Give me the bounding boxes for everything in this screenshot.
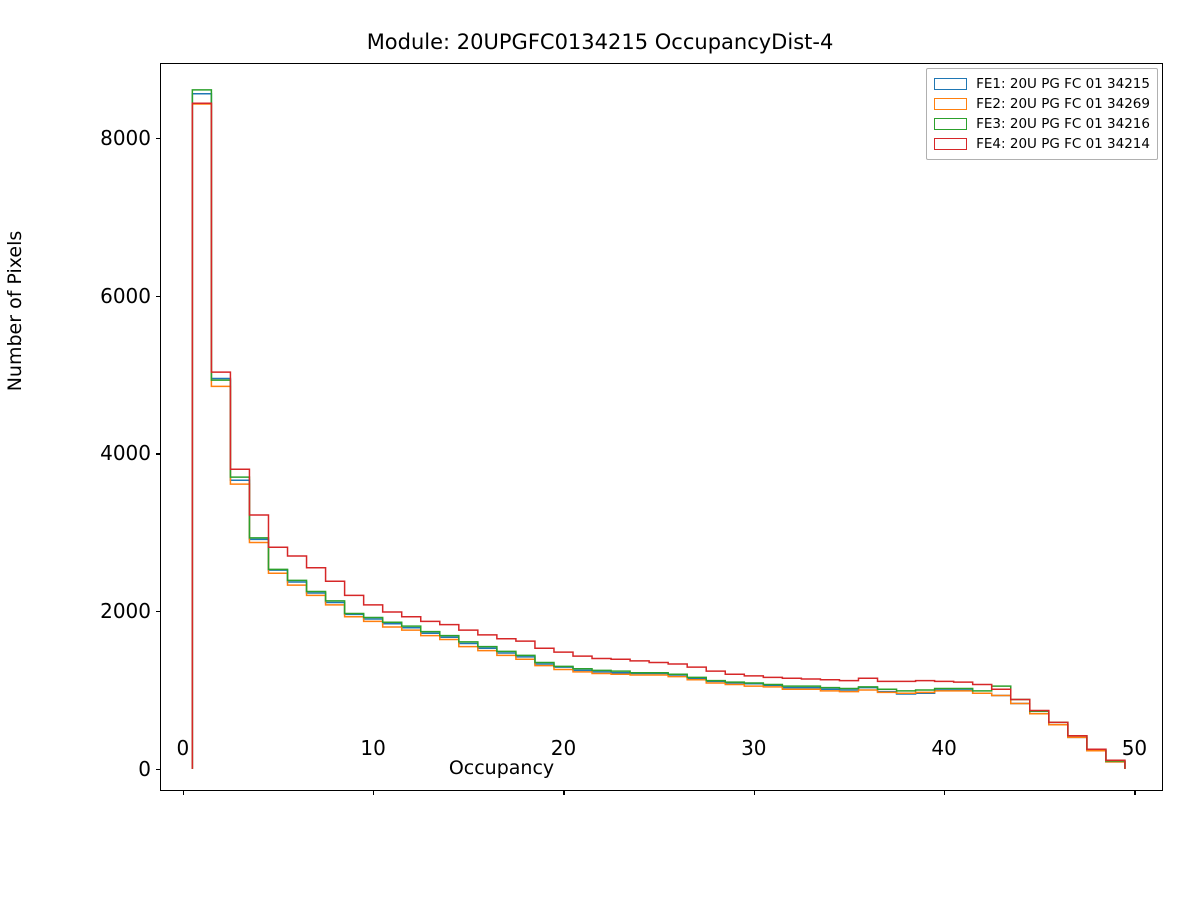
plot-area: FE1: 20U PG FC 01 34215 FE2: 20U PG FC 01… [156, 63, 1163, 795]
x-tick-mark [1134, 791, 1136, 795]
x-tick-mark [563, 791, 565, 795]
x-tick-label: 30 [741, 736, 767, 760]
y-tick-label: 8000 [100, 125, 151, 150]
histogram-plot [160, 63, 1163, 791]
legend-swatch-icon [934, 98, 968, 110]
y-tick-mark [156, 137, 160, 140]
y-tick-mark [156, 611, 160, 613]
x-tick-mark [182, 791, 184, 795]
legend-entry-2: FE2: 20U PG FC 01 34269 [934, 94, 1150, 114]
y-tick-label: 2000 [100, 599, 151, 624]
x-axis-label: Occupancy [448, 757, 555, 779]
x-tick-label: 10 [360, 736, 386, 760]
histogram-series-4 [192, 103, 1125, 769]
legend-entry-1: FE1: 20U PG FC 01 34215 [934, 74, 1150, 94]
y-axis-label: Number of Pixels [4, 230, 26, 392]
legend-entry-3: FE3: 20U PG FC 01 34216 [934, 114, 1150, 134]
chart-title: Module: 20UPGFC0134215 OccupancyDist-4 [366, 30, 834, 54]
histogram-series-1 [192, 94, 1125, 769]
x-tick-label: 40 [931, 736, 957, 760]
legend-box: FE1: 20U PG FC 01 34215 FE2: 20U PG FC 01… [926, 68, 1158, 160]
y-tick-label: 6000 [100, 283, 151, 308]
x-tick-mark [373, 791, 375, 795]
y-tick-mark [156, 453, 160, 455]
legend-label: FE2: 20U PG FC 01 34269 [976, 96, 1150, 112]
x-tick-label: 50 [1121, 736, 1148, 760]
x-tick-label: 0 [176, 736, 190, 760]
legend-swatch-icon [934, 138, 968, 150]
legend-label: FE3: 20U PG FC 01 34216 [976, 116, 1150, 132]
legend-swatch-icon [934, 78, 968, 90]
histogram-series-3 [192, 90, 1125, 769]
legend-swatch-icon [934, 118, 968, 130]
y-tick-label: 4000 [100, 441, 151, 466]
y-tick-mark [156, 768, 160, 770]
x-tick-mark [944, 791, 946, 795]
y-tick-mark [156, 295, 160, 297]
histogram-series-2 [192, 104, 1125, 769]
legend-label: FE4: 20U PG FC 01 34214 [976, 136, 1150, 152]
legend-entry-4: FE4: 20U PG FC 01 34214 [934, 134, 1150, 154]
x-tick-mark [753, 791, 755, 795]
y-tick-label: 0 [138, 756, 151, 781]
x-tick-label: 20 [550, 736, 577, 760]
legend-label: FE1: 20U PG FC 01 34215 [976, 76, 1150, 92]
